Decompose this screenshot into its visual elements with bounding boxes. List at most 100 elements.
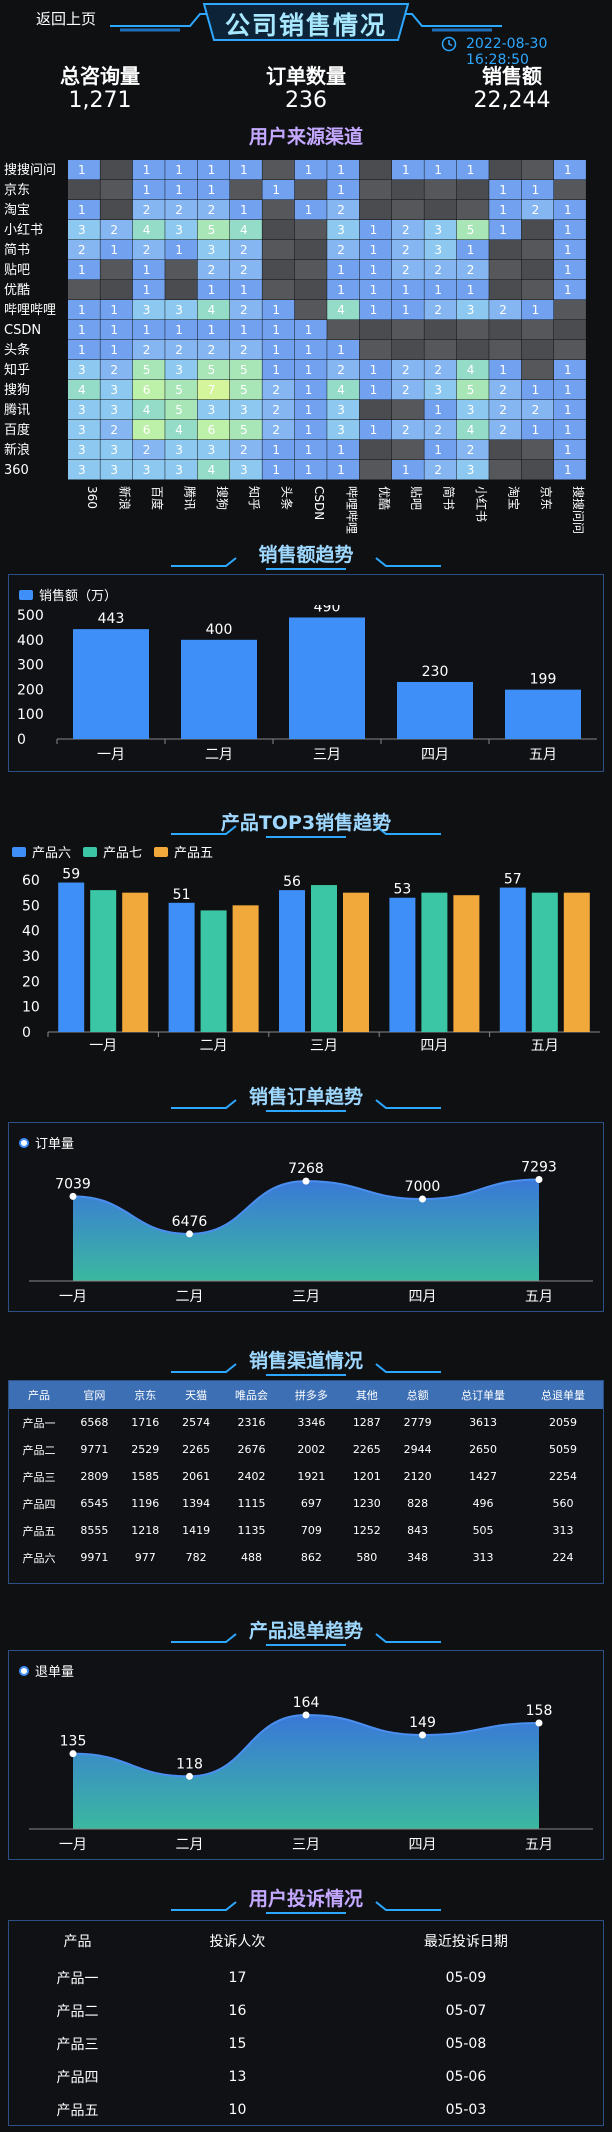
heatmap-cell [100,400,133,420]
table-row: 产品五 8555 1218 1419 1135 709 1252 843 505 313 [9,1517,603,1544]
heatmap-cell [230,380,262,400]
heatmap-cell-value: 1 [305,323,313,337]
table-header-cell: 总退单量 [523,1381,603,1409]
heatmap-cell-value: 2 [434,423,442,437]
data-point [302,1177,310,1185]
heatmap-cell-value: 2 [337,363,345,377]
legend-label: 销售额（万） [39,589,118,604]
heatmap-cell-value: 2 [272,423,280,437]
heatmap-cell [327,420,360,440]
sales-legend[interactable]: 销售额（万） [19,585,117,604]
order-legend[interactable]: 订单量 [19,1133,74,1152]
heatmap-cell [489,220,522,240]
top3-trend-title: 产品TOP3销售趋势 [220,812,392,834]
x-tick-label: 四月 [420,1038,448,1054]
table-cell: 产品三 [22,1470,56,1484]
table-cell: 8555 [80,1524,109,1537]
heatmap-cell [521,280,554,300]
heatmap-col-label: 优酷 [377,486,391,510]
heatmap-cell [359,240,392,260]
heatmap-cell-value: 2 [240,303,248,317]
data-point [186,1230,193,1238]
sales-trend-title: 销售额趋势 [258,544,354,566]
heatmap-cell [489,260,522,280]
heatmap-cell [262,340,295,360]
heatmap-cell [359,420,392,440]
heatmap-cell [68,400,100,420]
heatmap-cell-value: 1 [175,183,183,197]
heatmap-cell-value: 1 [564,403,572,417]
heatmap-cell-value: 3 [110,383,118,397]
heatmap-cell [165,460,198,480]
heatmap-cell-value: 1 [143,183,151,197]
heatmap-cell [327,220,360,240]
heatmap-cell [521,200,554,220]
heatmap-cell [392,420,424,440]
heatmap-cell-value: 1 [402,303,410,317]
heatmap-cell-value: 1 [143,283,151,297]
heatmap-cell-value: 2 [208,203,216,217]
table-cell: 2254 [549,1470,578,1483]
heatmap-cell [230,300,262,320]
table-header-cell: 其他 [341,1381,393,1409]
heatmap-cell-value: 6 [208,423,216,437]
heatmap-cell [489,280,522,300]
heatmap-cell [197,280,230,300]
heatmap-cell-value: 3 [175,303,183,317]
refund-trend-title: 产品退单趋势 [248,1620,363,1642]
bar [563,892,590,1032]
table-header-cell: 天猫 [170,1381,222,1409]
table-cell: 9771 [80,1443,109,1456]
table-cell: 580 [356,1551,378,1564]
table-cell: 产品一 [56,1970,99,1987]
heatmap-cell [68,440,100,460]
heatmap-cell-value: 2 [337,243,345,257]
x-tick-label: 三月 [310,1038,338,1054]
heatmap-cell [230,180,262,200]
heatmap-cell-value: 1 [532,303,540,317]
heatmap-cell [327,380,360,400]
data-label: 7268 [288,1161,324,1177]
table-cell: 1287 [352,1416,381,1429]
table-cell: 产品三 [56,2036,99,2053]
refund-area-chart: 135 一月 118 二月 164 三月 149 四月 158 五月 [29,1695,593,1853]
x-tick-label: 五月 [529,747,557,763]
table-cell: 05-06 [445,2068,487,2085]
heatmap-cell [392,240,424,260]
heatmap-cell-value: 4 [143,403,151,417]
heatmap-cell [294,200,327,220]
heatmap-cell-value: 1 [272,323,280,337]
y-tick-label: 30 [22,949,40,965]
heatmap-cell-value: 3 [434,383,442,397]
table-row: 产品六 9971 977 782 488 862 580 348 313 224 [9,1544,603,1571]
heatmap-cell-value: 3 [78,363,86,377]
heatmap-cell [424,220,457,240]
refund-legend[interactable]: 退单量 [19,1661,74,1680]
back-button[interactable]: 返回上页 [36,10,97,28]
bar-value-label: 57 [504,872,522,888]
bar [90,890,117,1032]
heatmap-cell-value: 1 [564,443,572,457]
heatmap-cell-value: 3 [434,223,442,237]
heatmap-cell-value: 3 [467,403,475,417]
table-cell: 10 [228,2101,247,2118]
bar [289,617,365,739]
heatmap-cell-value: 2 [110,363,118,377]
heatmap-cell-value: 1 [499,223,507,237]
heatmap-cell [262,260,295,280]
heatmap-cell [521,220,554,240]
table-cell: 2120 [403,1470,432,1483]
heatmap-cell [197,240,230,260]
heatmap-cell-value: 1 [467,243,475,257]
heatmap-cell-value: 2 [175,343,183,357]
heatmap-cell [294,220,327,240]
kpi-label-sales: 销售额 [482,64,542,88]
heatmap-cell [521,440,554,460]
heatmap-cell-value: 2 [467,263,475,277]
legend-item-product6[interactable]: 产品六 [12,842,71,861]
legend-item-product5[interactable]: 产品五 [154,842,213,861]
heatmap-cell-value: 2 [402,263,410,277]
legend-item-product7[interactable]: 产品七 [83,842,142,861]
x-tick-label: 一月 [97,747,125,763]
complaint-table: 产品 投诉人次 最近投诉日期 产品一 17 05-09 产品二 16 05-07 产品三 15 05-… [9,1921,603,2126]
